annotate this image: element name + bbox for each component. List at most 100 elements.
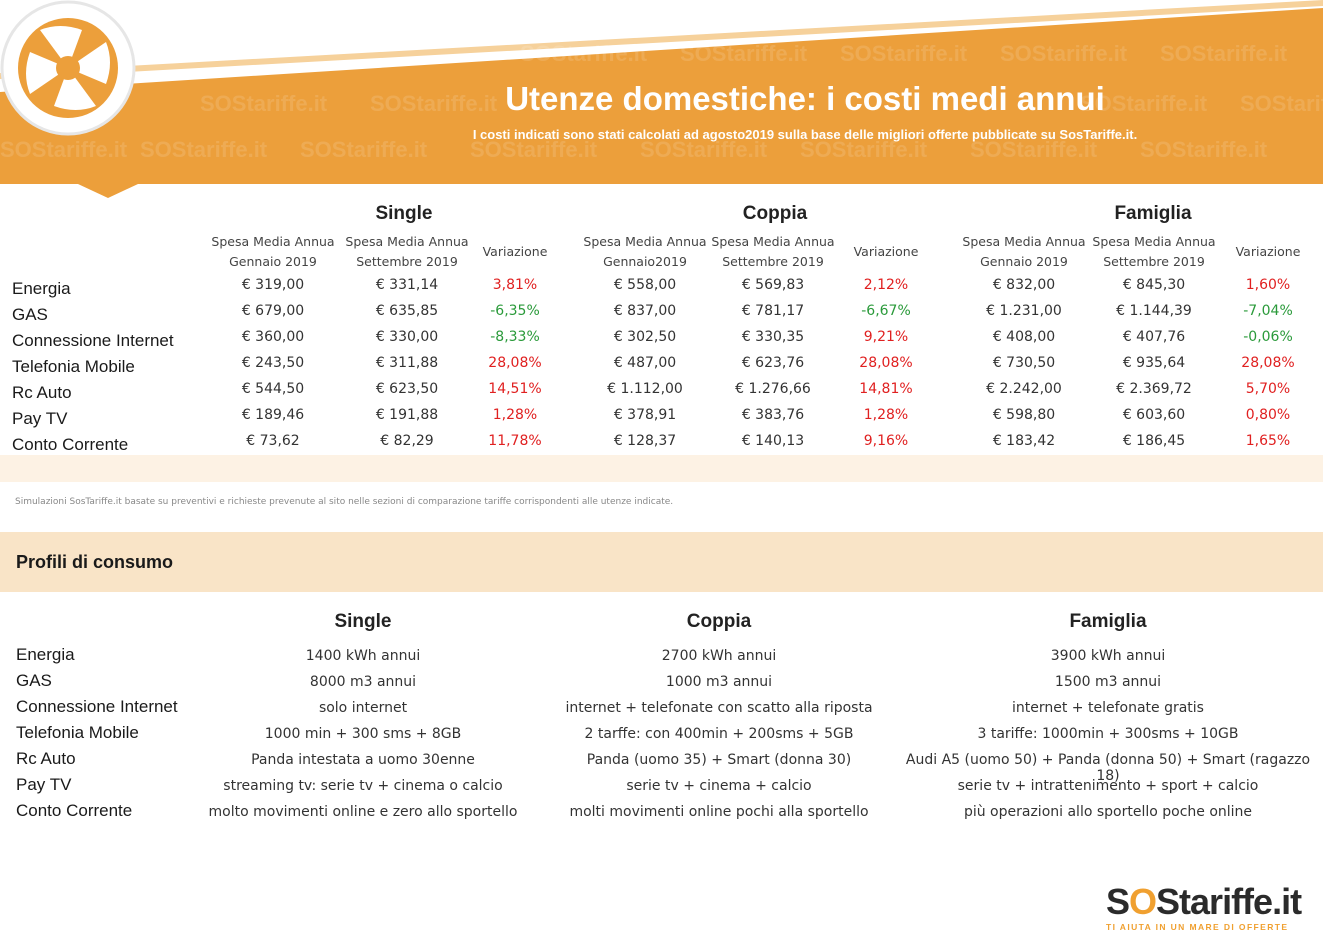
table-cell: € 935,64 <box>1122 355 1186 371</box>
footnote: Simulazioni SosTariffe.it basate su prev… <box>15 497 674 507</box>
table-cell: € 73,62 <box>246 433 300 449</box>
table-cell: 11,78% <box>488 433 542 449</box>
column-header: Variazione <box>821 242 951 262</box>
profili-header-famiglia: Famiglia <box>1069 611 1147 632</box>
row-label: GAS <box>12 305 48 324</box>
brand-name: SOStariffe.it <box>1106 881 1302 922</box>
column-header: Spesa Media Annua Gennaio 2019 <box>208 232 338 272</box>
profili-cell: Audi A5 (uomo 50) + Panda (donna 50) + S… <box>905 752 1311 784</box>
column-header-line: Settembre 2019 <box>356 254 458 269</box>
table-cell: 9,16% <box>863 433 909 449</box>
profili-cell: molto movimenti online e zero allo sport… <box>208 804 518 820</box>
lifebuoy-logo-icon <box>0 0 136 136</box>
table-cell: -0,06% <box>1243 329 1293 345</box>
table-cell: € 1.276,66 <box>735 381 811 397</box>
table-cell: 14,51% <box>488 381 542 397</box>
table-cell: 1,65% <box>1245 433 1291 449</box>
total-row-band <box>0 455 1323 482</box>
table-cell: € 569,83 <box>741 277 805 293</box>
brand-tagline: TI AIUTA IN UN MARE DI OFFERTE <box>1106 922 1289 932</box>
column-header: Spesa Media Annua Settembre 2019 <box>708 232 838 272</box>
column-header: Spesa Media Annua Gennaio2019 <box>580 232 710 272</box>
column-header-line: Variazione <box>482 244 548 259</box>
table-cell: € 781,17 <box>741 303 805 319</box>
table-cell: € 408,00 <box>992 329 1056 345</box>
table-cell: € 1.144,39 <box>1116 303 1192 319</box>
brand-logo: SOStariffe.it TI AIUTA IN UN MARE DI OFF… <box>1106 884 1316 934</box>
table-cell: € 140,13 <box>741 433 805 449</box>
table-cell: € 679,00 <box>241 303 305 319</box>
table-cell: € 319,00 <box>241 277 305 293</box>
table-cell: € 603,60 <box>1122 407 1186 423</box>
table-cell: 1,60% <box>1245 277 1291 293</box>
profili-cell: Panda intestata a uomo 30enne <box>251 752 475 768</box>
table-cell: € 302,50 <box>613 329 677 345</box>
table-cell: 9,21% <box>863 329 909 345</box>
table-cell: € 82,29 <box>380 433 434 449</box>
table-cell: 1,28% <box>863 407 909 423</box>
profili-cell: 1000 m3 annui <box>665 674 773 690</box>
page-title: Utenze domestiche: i costi medi annui <box>505 80 1105 117</box>
table-cell: € 2.242,00 <box>986 381 1062 397</box>
profili-cell: streaming tv: serie tv + cinema o calcio <box>223 778 503 794</box>
table-cell: 28,08% <box>488 355 542 371</box>
table-cell: € 331,14 <box>375 277 439 293</box>
column-header: Variazione <box>1203 242 1323 262</box>
column-header-line: Gennaio 2019 <box>229 254 317 269</box>
table-cell: € 330,35 <box>741 329 805 345</box>
column-header-line: Variazione <box>1235 244 1301 259</box>
column-header: Variazione <box>450 242 580 262</box>
table-cell: € 128,37 <box>613 433 677 449</box>
table-cell: € 832,00 <box>992 277 1056 293</box>
column-header-line: Gennaio 2019 <box>980 254 1068 269</box>
profili-cell: 3 tariffe: 1000min + 300sms + 10GB <box>977 726 1239 742</box>
header-banner: SOStariffe.it SOStariffe.it SOStariffe.i… <box>0 0 1323 200</box>
watermark-pattern: SOStariffe.it SOStariffe.it SOStariffe.i… <box>0 41 1323 162</box>
column-header-line: Spesa Media Annua <box>583 234 707 249</box>
column-header-line: Gennaio2019 <box>603 254 687 269</box>
column-header: Spesa Media Annua Gennaio 2019 <box>959 232 1089 272</box>
profili-header-single: Single <box>334 611 392 632</box>
table-cell: € 383,76 <box>741 407 805 423</box>
table-cell: € 623,50 <box>375 381 439 397</box>
table-cell: € 598,80 <box>992 407 1056 423</box>
table-cell: € 243,50 <box>241 355 305 371</box>
table-cell: € 1.231,00 <box>986 303 1062 319</box>
row-label: Pay TV <box>12 409 68 428</box>
profili-cell: molti movimenti online pochi alla sporte… <box>569 804 869 820</box>
table-cell: € 378,91 <box>613 407 677 423</box>
group-header-famiglia: Famiglia <box>1114 203 1192 224</box>
profili-cell: internet + telefonate gratis <box>1012 700 1204 716</box>
profili-cell: 2 tarffe: con 400min + 200sms + 5GB <box>584 726 854 742</box>
table-cell: € 186,45 <box>1122 433 1186 449</box>
profili-cell: serie tv + intrattenimento + sport + cal… <box>957 778 1259 794</box>
column-header-line: Spesa Media Annua <box>1092 234 1216 249</box>
profili-cell: Panda (uomo 35) + Smart (donna 30) <box>586 752 852 768</box>
table-cell: 28,08% <box>859 355 913 371</box>
table-cell: € 487,00 <box>613 355 677 371</box>
table-cell: 1,28% <box>492 407 538 423</box>
group-header-single: Single <box>375 203 433 224</box>
profili-row-label: Telefonia Mobile <box>16 723 139 742</box>
table-cell: -6,35% <box>490 303 540 319</box>
profili-band <box>0 532 1323 592</box>
column-header-line: Spesa Media Annua <box>711 234 835 249</box>
profili-cell: 1400 kWh annui <box>305 648 421 664</box>
table-cell: € 311,88 <box>375 355 439 371</box>
table-cell: -6,67% <box>861 303 911 319</box>
table-cell: 2,12% <box>863 277 909 293</box>
profili-cell: 2700 kWh annui <box>661 648 777 664</box>
table-cell: 5,70% <box>1245 381 1291 397</box>
profili-row-label: Connessione Internet <box>16 697 178 716</box>
profili-row-label: Energia <box>16 645 75 664</box>
profili-row-label: Rc Auto <box>16 749 76 768</box>
table-cell: € 407,76 <box>1122 329 1186 345</box>
header-background <box>0 0 1323 198</box>
table-cell: € 623,76 <box>741 355 805 371</box>
profili-cell: serie tv + cinema + calcio <box>626 778 812 794</box>
profili-cell: internet + telefonate con scatto alla ri… <box>565 700 873 716</box>
profili-cell: 8000 m3 annui <box>309 674 417 690</box>
table-cell: € 191,88 <box>375 407 439 423</box>
row-label: Connessione Internet <box>12 331 174 350</box>
profili-cell: 1500 m3 annui <box>1054 674 1162 690</box>
